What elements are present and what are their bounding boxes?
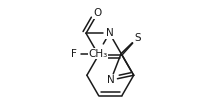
Text: N: N: [106, 28, 113, 38]
Text: O: O: [94, 8, 102, 18]
Text: F: F: [71, 49, 77, 58]
Text: N: N: [107, 75, 115, 85]
Text: S: S: [134, 33, 141, 43]
Text: CH₃: CH₃: [88, 49, 107, 58]
